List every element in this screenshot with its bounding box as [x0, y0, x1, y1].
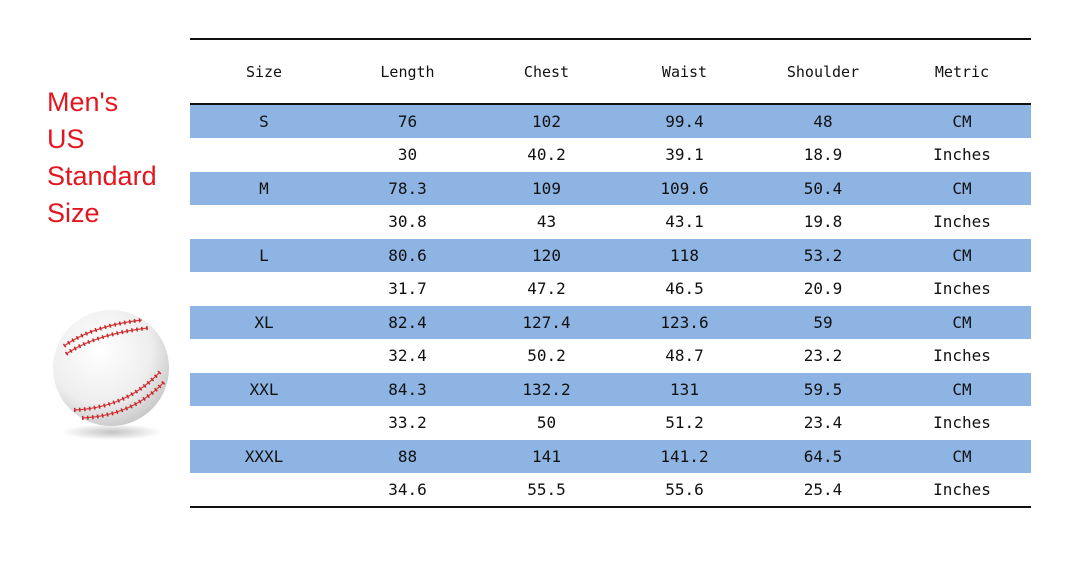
size-cell — [190, 205, 338, 239]
waist-cell: 39.1 — [616, 138, 753, 172]
chest-cell: 102 — [477, 103, 616, 138]
title-line: Standard — [47, 161, 157, 191]
shoulder-cell: 59 — [753, 305, 893, 339]
page-title: Men's US Standard Size — [47, 84, 187, 232]
metric-cell: CM — [893, 305, 1031, 339]
title-line: Men's — [47, 87, 119, 117]
length-cell: 88 — [338, 439, 477, 473]
shoulder-cell: 53.2 — [753, 238, 893, 272]
length-cell: 30.8 — [338, 205, 477, 239]
waist-cell: 118 — [616, 238, 753, 272]
chest-cell: 132.2 — [477, 372, 616, 406]
table-row: 30 40.2 39.1 18.9 Inches — [190, 138, 1031, 172]
shoulder-cell: 48 — [753, 103, 893, 138]
length-cell: 80.6 — [338, 238, 477, 272]
table-row: XXXL 88 141 141.2 64.5 CM — [190, 439, 1031, 473]
column-header-size: Size — [190, 39, 338, 105]
shoulder-cell: 23.4 — [753, 406, 893, 440]
table-row: M 78.3 109 109.6 50.4 CM — [190, 171, 1031, 205]
metric-cell: Inches — [893, 138, 1031, 172]
metric-cell: CM — [893, 103, 1031, 138]
metric-cell: Inches — [893, 406, 1031, 440]
column-header-metric: Metric — [893, 39, 1031, 105]
metric-cell: CM — [893, 171, 1031, 205]
length-cell: 76 — [338, 103, 477, 138]
size-cell: XXXL — [190, 439, 338, 473]
shoulder-cell: 18.9 — [753, 138, 893, 172]
size-cell: S — [190, 103, 338, 138]
size-chart-table: Size Length Chest Waist Shoulder Metric … — [190, 38, 1031, 508]
chest-cell: 50 — [477, 406, 616, 440]
size-cell — [190, 473, 338, 507]
length-cell: 30 — [338, 138, 477, 172]
column-header-waist: Waist — [616, 39, 753, 105]
length-cell: 31.7 — [338, 272, 477, 306]
chest-cell: 120 — [477, 238, 616, 272]
shoulder-cell: 59.5 — [753, 372, 893, 406]
length-cell: 84.3 — [338, 372, 477, 406]
length-cell: 82.4 — [338, 305, 477, 339]
waist-cell: 43.1 — [616, 205, 753, 239]
metric-cell: CM — [893, 372, 1031, 406]
table-row: S 76 102 99.4 48 CM — [190, 103, 1031, 138]
shoulder-cell: 19.8 — [753, 205, 893, 239]
metric-cell: Inches — [893, 339, 1031, 373]
length-cell: 34.6 — [338, 473, 477, 507]
baseball-icon — [53, 310, 169, 440]
metric-cell: CM — [893, 238, 1031, 272]
waist-cell: 55.6 — [616, 473, 753, 507]
waist-cell: 123.6 — [616, 305, 753, 339]
title-line: US — [47, 124, 85, 154]
shoulder-cell: 50.4 — [753, 171, 893, 205]
table-row: L 80.6 120 118 53.2 CM — [190, 238, 1031, 272]
chest-cell: 40.2 — [477, 138, 616, 172]
table-row: 31.7 47.2 46.5 20.9 Inches — [190, 272, 1031, 306]
shoulder-cell: 23.2 — [753, 339, 893, 373]
chest-cell: 127.4 — [477, 305, 616, 339]
table-row: XXL 84.3 132.2 131 59.5 CM — [190, 372, 1031, 406]
size-cell — [190, 339, 338, 373]
size-cell — [190, 406, 338, 440]
metric-cell: CM — [893, 439, 1031, 473]
length-cell: 33.2 — [338, 406, 477, 440]
size-cell: L — [190, 238, 338, 272]
metric-cell: Inches — [893, 473, 1031, 507]
shoulder-cell: 64.5 — [753, 439, 893, 473]
chest-cell: 43 — [477, 205, 616, 239]
table-row: 34.6 55.5 55.6 25.4 Inches — [190, 473, 1031, 507]
chest-cell: 109 — [477, 171, 616, 205]
chest-cell: 55.5 — [477, 473, 616, 507]
column-header-length: Length — [338, 39, 477, 105]
table-row: XL 82.4 127.4 123.6 59 CM — [190, 305, 1031, 339]
table-row: 30.8 43 43.1 19.8 Inches — [190, 205, 1031, 239]
size-cell: M — [190, 171, 338, 205]
shoulder-cell: 25.4 — [753, 473, 893, 507]
table-header-row: Size Length Chest Waist Shoulder Metric — [190, 39, 1031, 105]
column-header-chest: Chest — [477, 39, 616, 105]
waist-cell: 46.5 — [616, 272, 753, 306]
chest-cell: 47.2 — [477, 272, 616, 306]
waist-cell: 99.4 — [616, 103, 753, 138]
metric-cell: Inches — [893, 272, 1031, 306]
table-row: 32.4 50.2 48.7 23.2 Inches — [190, 339, 1031, 373]
size-cell: XXL — [190, 372, 338, 406]
waist-cell: 48.7 — [616, 339, 753, 373]
size-cell — [190, 138, 338, 172]
chest-cell: 50.2 — [477, 339, 616, 373]
size-cell: XL — [190, 305, 338, 339]
table-row: 33.2 50 51.2 23.4 Inches — [190, 406, 1031, 440]
waist-cell: 141.2 — [616, 439, 753, 473]
chest-cell: 141 — [477, 439, 616, 473]
length-cell: 78.3 — [338, 171, 477, 205]
waist-cell: 131 — [616, 372, 753, 406]
length-cell: 32.4 — [338, 339, 477, 373]
size-cell — [190, 272, 338, 306]
metric-cell: Inches — [893, 205, 1031, 239]
waist-cell: 51.2 — [616, 406, 753, 440]
shoulder-cell: 20.9 — [753, 272, 893, 306]
column-header-shoulder: Shoulder — [753, 39, 893, 105]
title-line: Size — [47, 198, 100, 228]
waist-cell: 109.6 — [616, 171, 753, 205]
